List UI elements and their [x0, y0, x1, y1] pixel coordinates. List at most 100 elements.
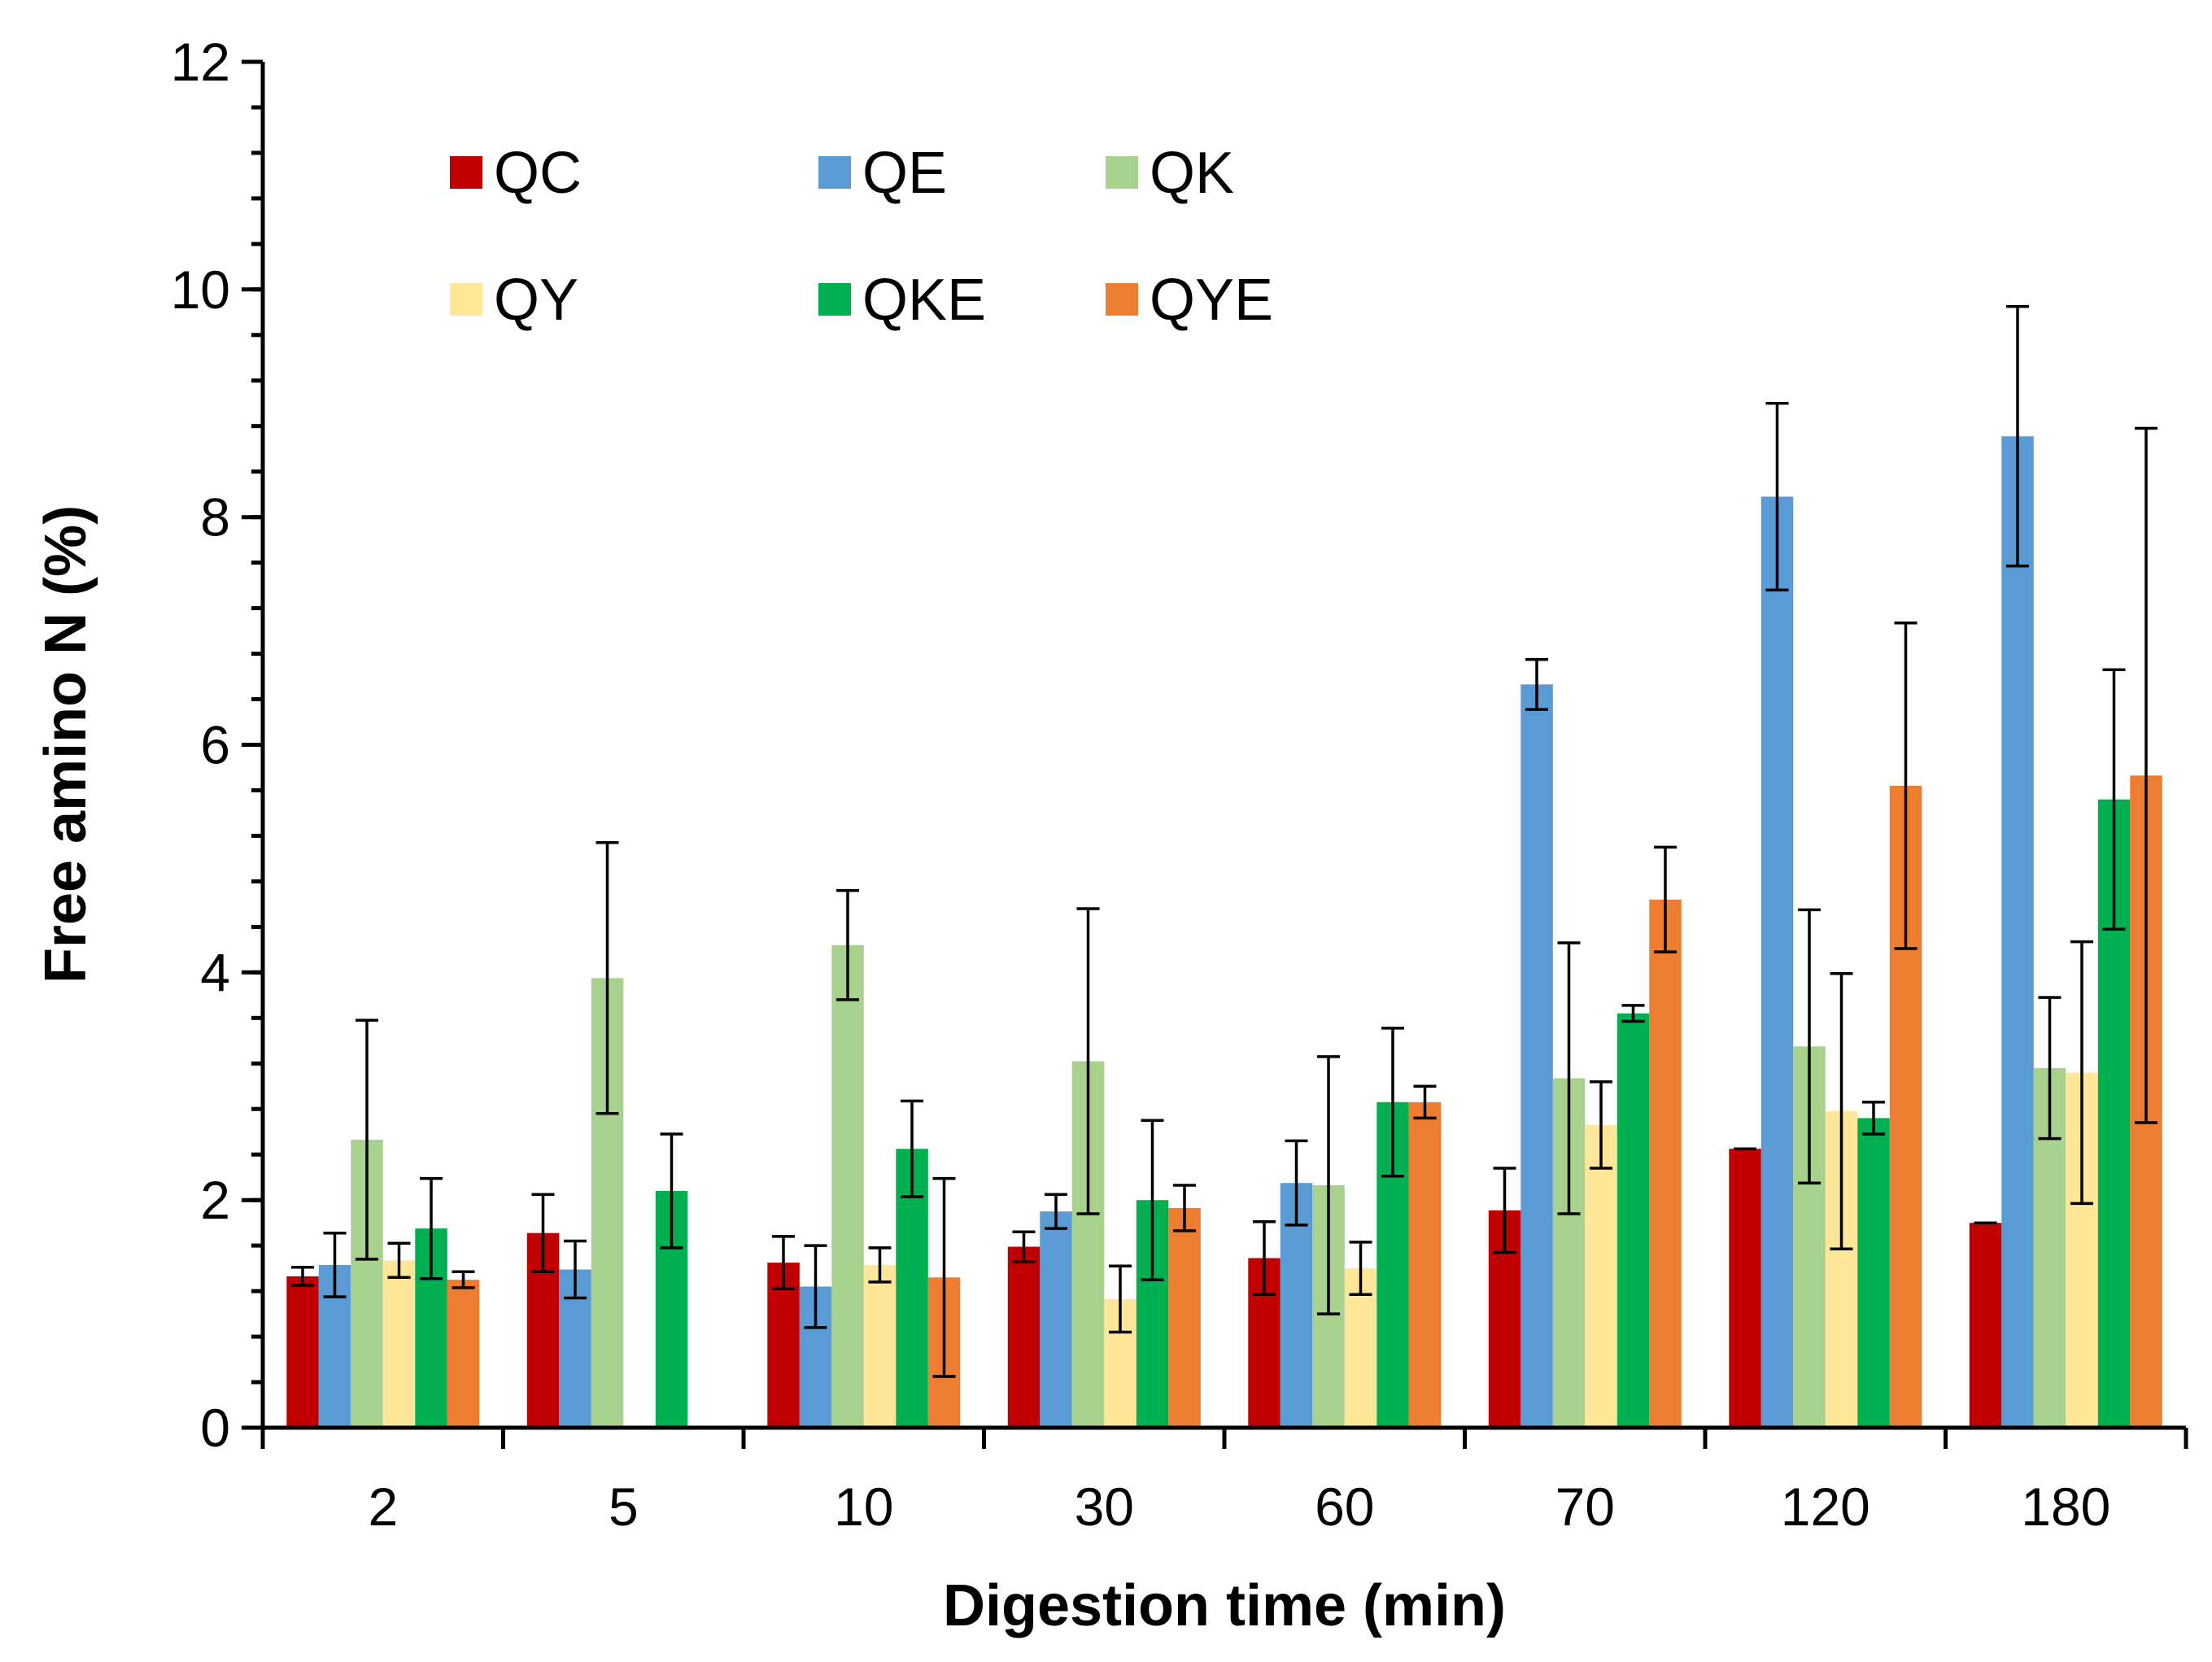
x-tick-label: 120 — [1781, 1477, 1870, 1537]
error-bar-qke-2 — [420, 1176, 443, 1280]
x-tick-label: 70 — [1555, 1477, 1615, 1537]
legend-swatch — [1106, 156, 1138, 189]
bar-qc-2 — [286, 1276, 319, 1428]
legend-label: QK — [1150, 141, 1234, 206]
legend-swatch — [450, 283, 482, 316]
error-bar-qe-5 — [564, 1239, 587, 1300]
bar-qke-120 — [1857, 1118, 1890, 1428]
legend-item-qe: QE — [818, 141, 947, 206]
legend: QC QE QK QY QKE QYE — [450, 141, 1273, 333]
legend-label: QC — [494, 141, 582, 206]
error-bar-qke-120 — [1862, 1101, 1885, 1136]
legend-item-qc: QC — [450, 141, 582, 206]
bar-qy-70 — [1585, 1124, 1617, 1428]
y-tick-label: 0 — [200, 1398, 230, 1458]
error-bar-qy-10 — [868, 1246, 892, 1284]
error-bar-qy-70 — [1590, 1080, 1612, 1170]
error-bar-qye-10 — [932, 1176, 956, 1378]
y-tick-label: 8 — [200, 487, 230, 547]
error-bar-qc-10 — [772, 1235, 795, 1291]
x-axis-title: Digestion time (min) — [943, 1573, 1506, 1638]
bar-qye-2 — [447, 1280, 480, 1428]
bars-layer — [286, 436, 2162, 1428]
error-bar-qe-2 — [323, 1231, 347, 1298]
legend-swatch — [818, 283, 851, 316]
error-bar-qy-60 — [1349, 1241, 1372, 1297]
error-bar-qke-180 — [2102, 668, 2126, 931]
error-bar-qye-120 — [1894, 622, 1918, 950]
bar-qye-70 — [1649, 899, 1682, 1428]
x-tick-label: 5 — [609, 1477, 639, 1537]
error-bar-qe-120 — [1765, 402, 1789, 591]
x-tick-label: 10 — [834, 1477, 893, 1537]
error-bar-qc-2 — [291, 1265, 314, 1287]
error-bar-qye-60 — [1413, 1084, 1437, 1120]
y-tick-label: 10 — [171, 260, 230, 320]
legend-item-qk: QK — [1106, 141, 1234, 206]
bar-qk-10 — [831, 944, 864, 1428]
error-bar-qye-2 — [452, 1270, 475, 1289]
y-ticks: 0 2 4 6 8 10 12 — [171, 32, 263, 1458]
legend-item-qye: QYE — [1106, 268, 1273, 333]
error-bar-qy-2 — [387, 1241, 411, 1280]
bar-qy-10 — [863, 1264, 897, 1428]
error-bar-qy-30 — [1109, 1264, 1132, 1334]
bar-qc-120 — [1729, 1149, 1761, 1428]
error-bar-qke-60 — [1381, 1027, 1404, 1178]
error-bar-qk-70 — [1557, 941, 1581, 1215]
error-bar-qe-30 — [1045, 1193, 1067, 1230]
y-tick-label: 6 — [200, 715, 230, 775]
error-bar-qye-180 — [2135, 426, 2157, 1124]
legend-swatch — [818, 156, 851, 189]
error-bar-qk-30 — [1076, 907, 1100, 1215]
error-bar-qe-70 — [1525, 657, 1548, 711]
error-bar-qc-30 — [1012, 1230, 1036, 1263]
error-bar-qy-120 — [1830, 971, 1853, 1251]
error-bar-qk-180 — [2038, 996, 2061, 1141]
bar-qe-180 — [2001, 436, 2034, 1428]
error-bar-qc-70 — [1493, 1167, 1516, 1254]
x-tick-label: 30 — [1075, 1477, 1134, 1537]
legend-label: QKE — [862, 268, 986, 333]
error-bar-qke-10 — [901, 1099, 923, 1198]
legend-item-qy: QY — [450, 268, 578, 333]
legend-label: QY — [494, 268, 578, 333]
legend-swatch — [450, 156, 482, 189]
legend-label: QYE — [1150, 268, 1273, 333]
error-bar-qye-30 — [1173, 1184, 1196, 1232]
x-tick-label: 2 — [368, 1477, 398, 1537]
error-bar-qke-70 — [1621, 1004, 1645, 1023]
error-bar-qy-180 — [2070, 940, 2093, 1206]
bar-qe-120 — [1760, 496, 1794, 1428]
y-tick-label: 12 — [171, 32, 230, 92]
error-bar-qe-60 — [1285, 1139, 1308, 1227]
bar-qye-30 — [1168, 1208, 1201, 1428]
error-bar-qk-10 — [836, 888, 859, 1001]
bar-qc-30 — [1007, 1246, 1041, 1428]
error-bar-qc-60 — [1253, 1220, 1276, 1297]
bar-qe-70 — [1520, 684, 1553, 1428]
bar-qye-60 — [1408, 1101, 1442, 1428]
legend-swatch — [1106, 283, 1138, 316]
bar-qe-30 — [1040, 1211, 1072, 1428]
x-ticks: 2 5 10 30 60 70 120 180 — [260, 1428, 2188, 1537]
error-bars-layer — [291, 305, 2157, 1378]
y-axis-title: Free amino N (%) — [33, 505, 98, 984]
error-bar-qe-10 — [804, 1244, 827, 1329]
legend-label: QE — [862, 141, 947, 206]
bar-qke-70 — [1616, 1013, 1650, 1428]
error-bar-qk-60 — [1317, 1055, 1340, 1315]
error-bar-qk-5 — [596, 841, 619, 1115]
bar-qc-180 — [1969, 1223, 2002, 1428]
error-bar-qye-70 — [1654, 845, 1677, 953]
error-bar-qk-2 — [356, 1019, 378, 1261]
bar-qy-2 — [382, 1260, 416, 1428]
error-bar-qke-30 — [1141, 1119, 1164, 1281]
x-tick-label: 60 — [1315, 1477, 1374, 1537]
error-bar-qc-5 — [531, 1193, 555, 1274]
error-bar-qe-180 — [2006, 305, 2029, 568]
x-tick-label: 180 — [2021, 1477, 2110, 1537]
y-tick-label: 4 — [200, 942, 230, 1002]
error-bar-qk-120 — [1798, 908, 1821, 1184]
